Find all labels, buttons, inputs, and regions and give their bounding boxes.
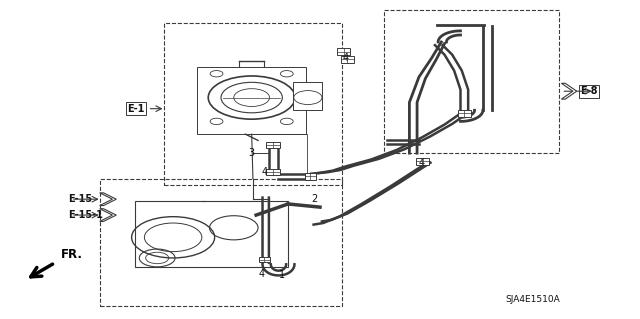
Bar	[341, 56, 354, 63]
Bar	[266, 169, 280, 175]
Polygon shape	[100, 193, 116, 205]
Text: E-15-1: E-15-1	[68, 210, 102, 220]
Text: E-15: E-15	[68, 194, 92, 204]
Bar	[384, 10, 559, 153]
Bar	[337, 48, 350, 55]
Text: 3: 3	[248, 148, 255, 158]
Bar	[266, 142, 280, 148]
Text: 4: 4	[419, 158, 425, 168]
Bar	[259, 257, 270, 263]
Bar	[164, 23, 342, 185]
Bar	[305, 173, 316, 180]
Text: E-8: E-8	[580, 86, 598, 96]
Bar	[416, 158, 429, 165]
Text: 4: 4	[342, 53, 348, 63]
Text: 1: 1	[278, 271, 285, 280]
Bar	[135, 201, 288, 268]
Text: FR.: FR.	[61, 248, 83, 261]
Text: E-1: E-1	[127, 104, 145, 114]
Polygon shape	[100, 209, 116, 221]
Bar	[458, 110, 470, 117]
Text: 4: 4	[261, 167, 268, 177]
Text: SJA4E1510A: SJA4E1510A	[505, 295, 560, 304]
Text: 4: 4	[259, 269, 265, 279]
Polygon shape	[561, 83, 577, 99]
Bar	[293, 82, 322, 110]
Bar	[100, 179, 342, 306]
Bar	[197, 67, 306, 134]
Text: 2: 2	[312, 194, 318, 204]
